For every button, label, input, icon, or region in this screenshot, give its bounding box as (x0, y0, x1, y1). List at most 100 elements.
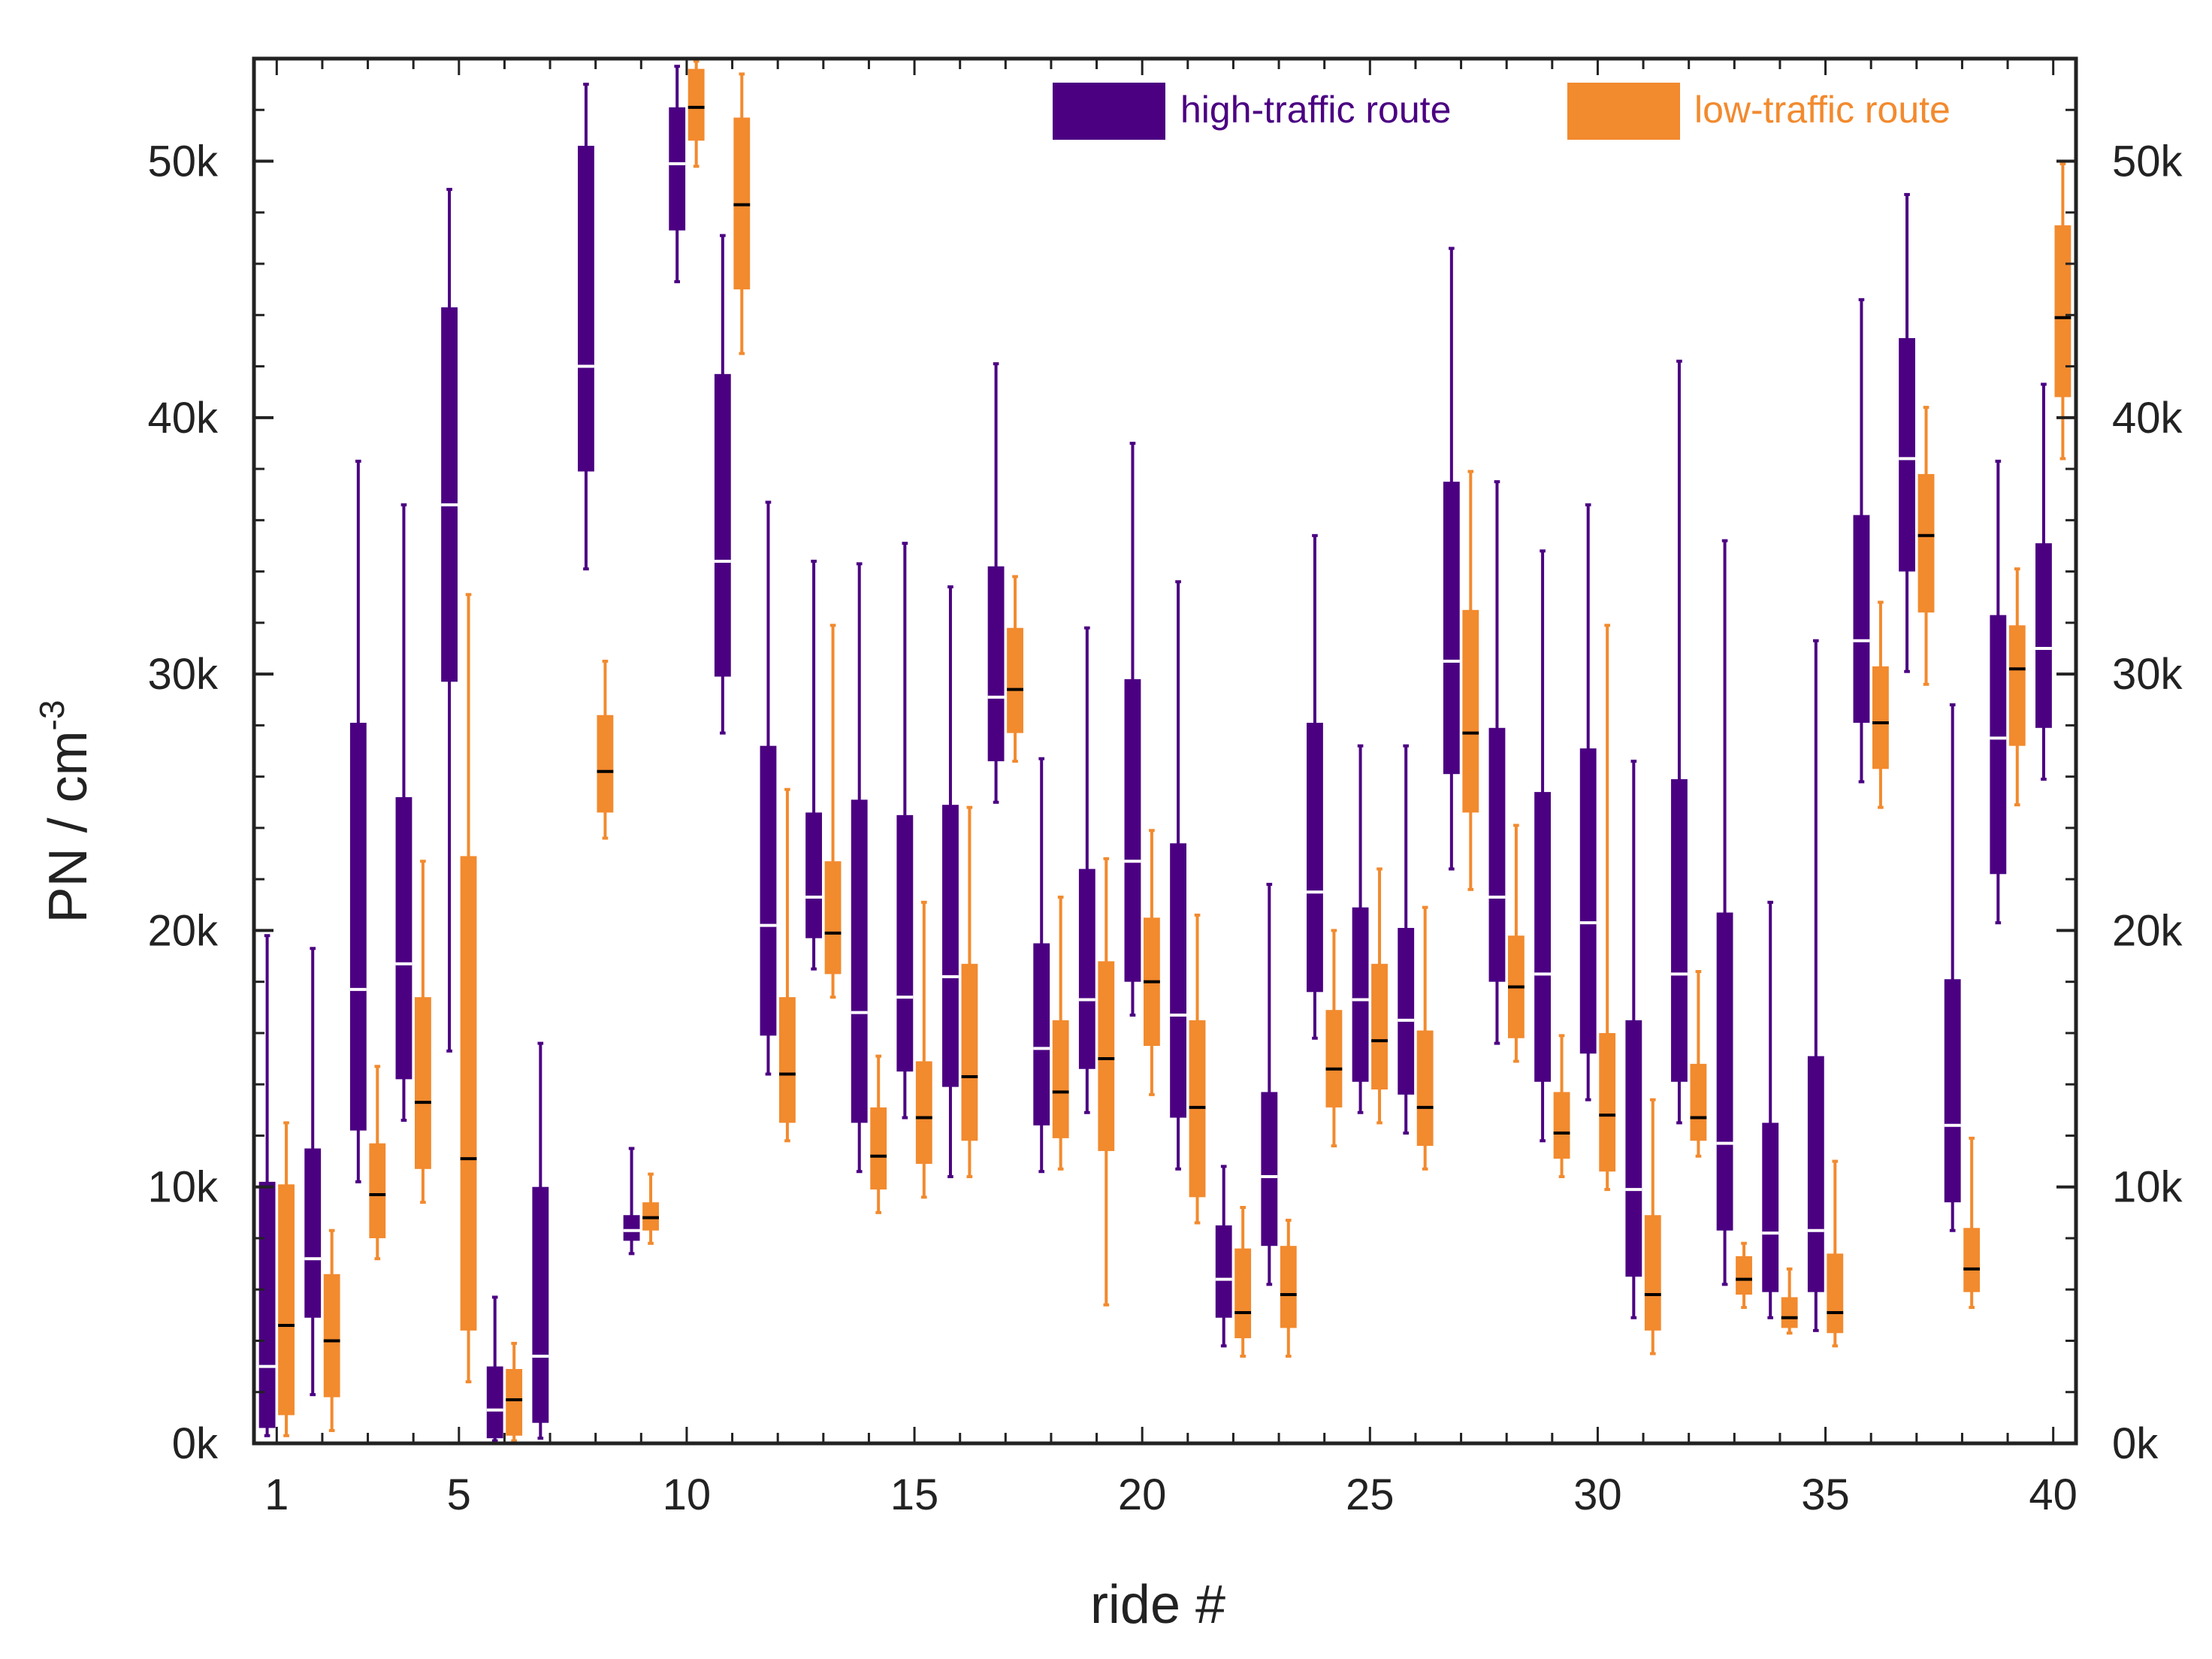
box-high-36 (1853, 515, 1870, 723)
y-tick-label-left: 0k (172, 1419, 219, 1468)
x-tick-label: 5 (447, 1470, 471, 1519)
box-high-19 (1078, 869, 1095, 1069)
box-high-13 (805, 812, 822, 938)
box-high-18 (1033, 943, 1050, 1126)
box-high-32 (1671, 779, 1688, 1082)
box-high-23 (1261, 1092, 1278, 1247)
box-low-3 (369, 1143, 386, 1238)
box-high-9 (623, 1215, 640, 1241)
box-high-37 (1899, 338, 1915, 572)
box-low-23 (1280, 1246, 1297, 1328)
box-high-34 (1762, 1123, 1779, 1292)
plot-area (258, 59, 2071, 1443)
box-high-7 (532, 1186, 549, 1423)
box-low-1 (278, 1184, 295, 1416)
box-low-17 (1007, 627, 1023, 733)
box-low-15 (915, 1061, 932, 1164)
box-low-35 (1827, 1253, 1844, 1334)
box-high-26 (1398, 927, 1415, 1095)
box-low-39 (2008, 625, 2026, 746)
box-high-11 (714, 373, 731, 677)
legend: high-traffic route low-traffic route (1053, 83, 1951, 140)
y-tick-label-right: 30k (2112, 650, 2183, 699)
box-high-27 (1443, 482, 1460, 775)
x-tick-label: 25 (1346, 1470, 1395, 1519)
box-low-24 (1325, 1010, 1343, 1108)
box-low-18 (1052, 1020, 1069, 1138)
x-axis-label: ride # (1090, 1575, 1225, 1635)
box-low-2 (323, 1274, 340, 1398)
box-high-4 (395, 796, 412, 1080)
box-low-12 (779, 997, 796, 1123)
box-low-26 (1416, 1030, 1434, 1147)
box-high-6 (486, 1366, 503, 1439)
box-low-34 (1781, 1297, 1798, 1328)
y-tick-label-left: 10k (147, 1163, 219, 1212)
x-tick-label: 35 (1801, 1470, 1850, 1519)
box-low-27 (1462, 609, 1479, 813)
box-high-5 (441, 307, 458, 682)
legend-label-high: high-traffic route (1180, 89, 1451, 131)
box-high-21 (1170, 843, 1186, 1118)
plot-frame (252, 56, 2078, 1446)
x-tick-label: 30 (1573, 1470, 1622, 1519)
box-high-12 (760, 745, 777, 1036)
x-tick-label: 15 (890, 1470, 939, 1519)
y-tick-label-left: 40k (147, 394, 219, 443)
box-low-6 (506, 1369, 523, 1436)
box-high-3 (349, 722, 367, 1131)
box-low-14 (870, 1107, 887, 1190)
box-low-16 (961, 963, 978, 1141)
y-tick-label-right: 50k (2112, 137, 2183, 186)
y-tick-label-left: 30k (147, 650, 219, 699)
box-low-13 (824, 861, 842, 975)
box-high-10 (669, 107, 686, 231)
box-high-28 (1488, 727, 1506, 982)
box-low-38 (1963, 1228, 1981, 1292)
box-low-31 (1644, 1215, 1661, 1331)
box-low-32 (1690, 1063, 1707, 1141)
legend-swatch-low (1567, 83, 1680, 140)
box-low-10 (687, 68, 705, 141)
y-tick-label-left: 50k (147, 137, 219, 186)
legend-swatch-high (1053, 83, 1165, 140)
x-tick-label: 10 (663, 1470, 712, 1519)
box-high-22 (1215, 1225, 1232, 1318)
box-high-24 (1307, 722, 1323, 993)
y-tick-label-right: 40k (2112, 394, 2183, 443)
box-low-19 (1098, 961, 1115, 1151)
legend-label-low: low-traffic route (1694, 89, 1951, 131)
box-low-22 (1234, 1248, 1252, 1339)
box-low-33 (1736, 1256, 1752, 1295)
box-high-30 (1579, 748, 1597, 1054)
box-high-39 (1990, 615, 2007, 875)
y-axis-label: PN / cm-3 (32, 700, 98, 923)
box-low-37 (1917, 473, 1935, 613)
y-tick-label-left: 20k (147, 906, 219, 955)
box-high-17 (987, 566, 1005, 762)
box-low-40 (2054, 225, 2071, 397)
y-tick-label-right: 20k (2112, 906, 2183, 955)
box-high-31 (1625, 1020, 1642, 1277)
box-high-35 (1807, 1056, 1824, 1292)
box-low-4 (415, 997, 431, 1169)
box-high-33 (1716, 912, 1733, 1231)
box-high-2 (304, 1148, 322, 1318)
box-high-16 (942, 805, 959, 1087)
box-low-29 (1553, 1092, 1570, 1159)
y-tick-label-right: 0k (2112, 1419, 2159, 1468)
box-low-36 (1872, 666, 1889, 769)
y-tick-label-right: 10k (2112, 1163, 2183, 1212)
x-tick-label: 1 (264, 1470, 289, 1519)
box-high-25 (1352, 907, 1369, 1082)
box-high-20 (1124, 678, 1141, 982)
box-low-5 (460, 856, 477, 1331)
box-high-29 (1534, 792, 1551, 1082)
box-low-30 (1599, 1032, 1616, 1172)
x-tick-label: 20 (1118, 1470, 1167, 1519)
box-low-8 (597, 715, 614, 813)
box-high-15 (896, 814, 914, 1072)
box-high-8 (578, 146, 594, 472)
